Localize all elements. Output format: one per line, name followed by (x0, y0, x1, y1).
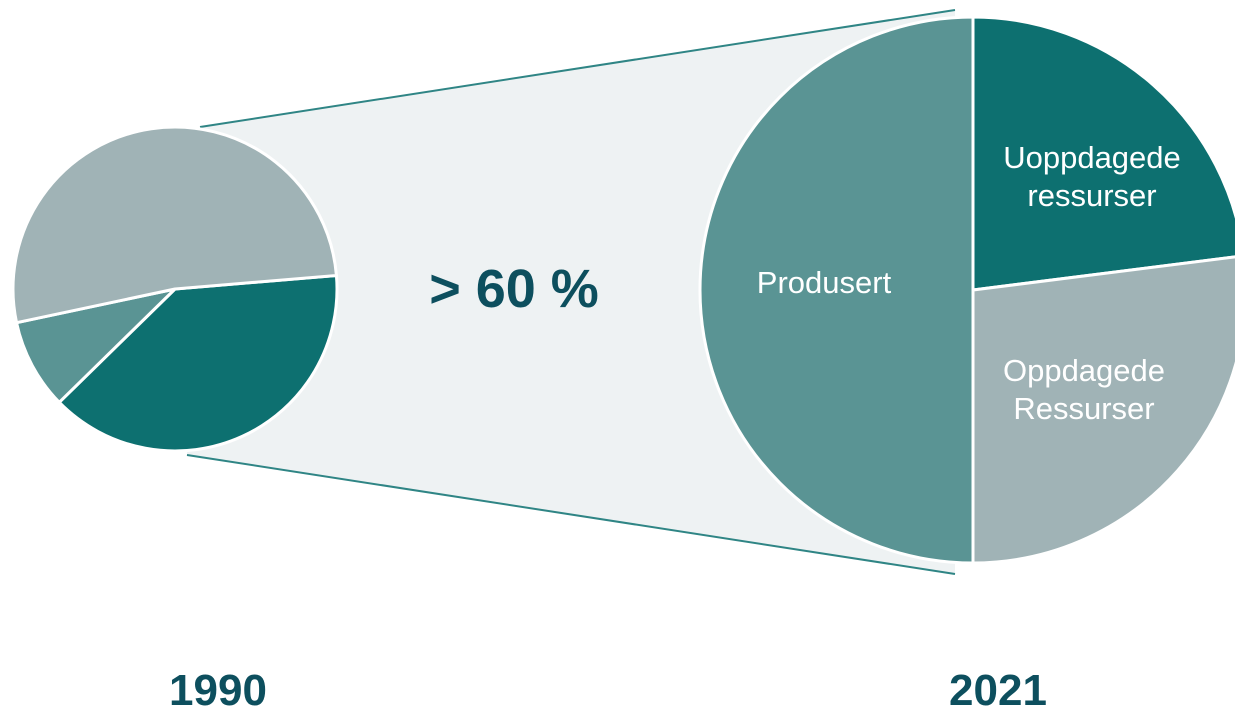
year-label-2021: 2021 (949, 666, 1047, 715)
pie-1990 (11, 125, 339, 453)
pie-2021-slice-label-2: Oppdagede Ressurser (1003, 353, 1165, 426)
year-label-1990: 1990 (169, 666, 267, 715)
connector-bottom-line (186, 454, 956, 575)
connector-top-line (199, 9, 956, 128)
pie-2021-slice-1 (971, 15, 1235, 292)
pie-1990-slice-0 (57, 273, 339, 453)
pie-2021: Produsert Uoppdagede ressurser Oppdagede Res… (698, 15, 1235, 565)
pie-2021-slice-0 (698, 15, 975, 565)
pie-2021-slice-2 (971, 255, 1235, 565)
growth-label: > 60 % (429, 259, 599, 319)
pie-1990-slice-2 (11, 125, 338, 325)
pie-1990-slice-1 (15, 287, 177, 404)
pie-2021-slice-label-0: Produsert (757, 265, 892, 300)
pie-2021-slice-label-1: Uoppdagede ressurser (1003, 140, 1181, 213)
